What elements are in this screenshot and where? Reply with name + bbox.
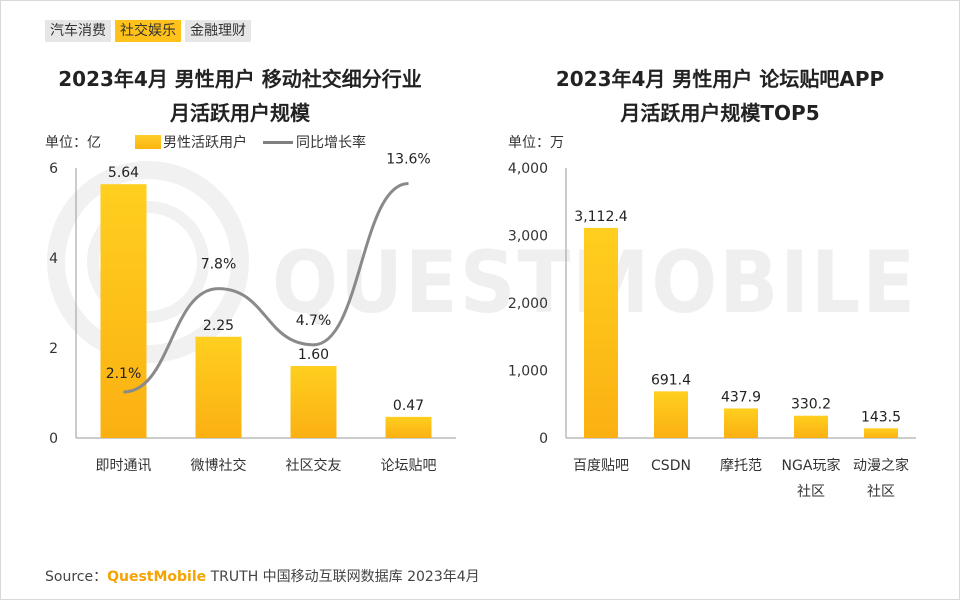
chart1-growth-label: 7.8% — [201, 257, 237, 273]
chart2-y-tick-label: 1,000 — [508, 364, 548, 380]
chart1-growth-label: 4.7% — [296, 313, 332, 329]
chart1-title-line1: 2023年4月 男性用户 移动社交细分行业 — [58, 67, 422, 91]
chart1-bar — [290, 366, 337, 438]
chart1-y-tick-label: 0 — [49, 431, 58, 447]
chart2-y-tick-label: 0 — [539, 431, 548, 447]
chart1-y-tick-label: 6 — [49, 161, 58, 177]
chart2-x-tick-label: 百度贴吧 — [573, 458, 629, 474]
chart1-value-label: 0.47 — [393, 398, 424, 414]
chart2-bar — [864, 428, 898, 438]
chart2-value-label: 437.9 — [721, 389, 761, 405]
chart2-value-label: 691.4 — [651, 372, 691, 388]
chart1-x-tick-label: 即时通讯 — [96, 458, 152, 474]
chart2-bar — [794, 415, 828, 438]
source-rest: TRUTH 中国移动互联网数据库 2023年4月 — [210, 569, 480, 585]
tab-social[interactable]: 社交娱乐 — [115, 20, 181, 42]
chart2-x-tick-label: 动漫之家 — [853, 457, 909, 474]
legend-bar-swatch — [135, 135, 161, 149]
chart2-value-label: 330.2 — [791, 397, 831, 413]
chart2-title: 2023年4月 男性用户 论坛贴吧APP 月活跃用户规模TOP5 — [520, 62, 920, 130]
watermark-logo-icon — [47, 161, 249, 363]
chart2-x-tick-label: 摩托范 — [720, 457, 762, 474]
chart2-title-line1: 2023年4月 男性用户 论坛贴吧APP — [555, 67, 885, 91]
chart1-bar — [195, 336, 242, 438]
tab-finance[interactable]: 金融理财 — [185, 20, 251, 42]
chart1-x-tick-label: 社区交友 — [286, 457, 342, 474]
tab-auto[interactable]: 汽车消费 — [45, 20, 111, 42]
chart1-growth-label: 13.6% — [386, 152, 430, 168]
chart2-x-tick-label: 社区 — [797, 484, 825, 500]
legend-bar-label: 男性活跃用户 — [163, 135, 247, 151]
chart1-bar — [100, 184, 147, 438]
chart2-bar — [584, 227, 618, 438]
chart1-value-label: 2.25 — [203, 318, 234, 334]
legend-line-label: 同比增长率 — [296, 135, 366, 151]
category-tabs: 汽车消费 社交娱乐 金融理财 — [45, 20, 251, 42]
source-brand: QuestMobile — [107, 569, 207, 585]
source-prefix: Source： — [45, 569, 108, 585]
chart1-growth-label: 2.1% — [106, 366, 142, 382]
chart1-value-label: 1.60 — [298, 347, 329, 363]
chart2-y-tick-label: 2,000 — [508, 296, 548, 312]
chart2-x-tick-label: NGA玩家 — [782, 457, 841, 474]
chart1-y-tick-label: 2 — [49, 341, 58, 357]
chart1-value-label: 5.64 — [108, 165, 139, 181]
chart2-title-line2: 月活跃用户规模TOP5 — [620, 101, 820, 125]
legend-line-swatch — [263, 140, 293, 144]
chart2-y-tick-label: 4,000 — [508, 161, 548, 177]
chart1-y-tick-label: 4 — [49, 251, 58, 267]
chart1-unit-label: 单位：亿 — [45, 135, 101, 151]
chart1-x-tick-label: 微博社交 — [191, 457, 247, 474]
chart1-growth-line — [123, 182, 409, 394]
chart2-x-tick-label: 社区 — [867, 484, 895, 500]
chart2-bar — [724, 408, 758, 438]
chart2-y-tick-label: 3,000 — [508, 229, 548, 245]
chart1-title-line2: 月活跃用户规模 — [170, 101, 310, 125]
chart1-bar — [385, 416, 432, 438]
chart1-title: 2023年4月 男性用户 移动社交细分行业 月活跃用户规模 — [40, 62, 440, 130]
chart2-bar — [654, 391, 688, 438]
chart2-unit-label: 单位：万 — [508, 135, 564, 151]
chart2-x-tick-label: CSDN — [651, 458, 691, 474]
chart1-legend: 男性活跃用户 同比增长率 — [135, 132, 366, 152]
chart2-value-label: 143.5 — [861, 409, 901, 425]
chart2-value-label: 3,112.4 — [574, 209, 628, 225]
source-note: Source：QuestMobile TRUTH 中国移动互联网数据库 2023… — [45, 566, 480, 586]
chart1-x-tick-label: 论坛贴吧 — [381, 458, 437, 474]
